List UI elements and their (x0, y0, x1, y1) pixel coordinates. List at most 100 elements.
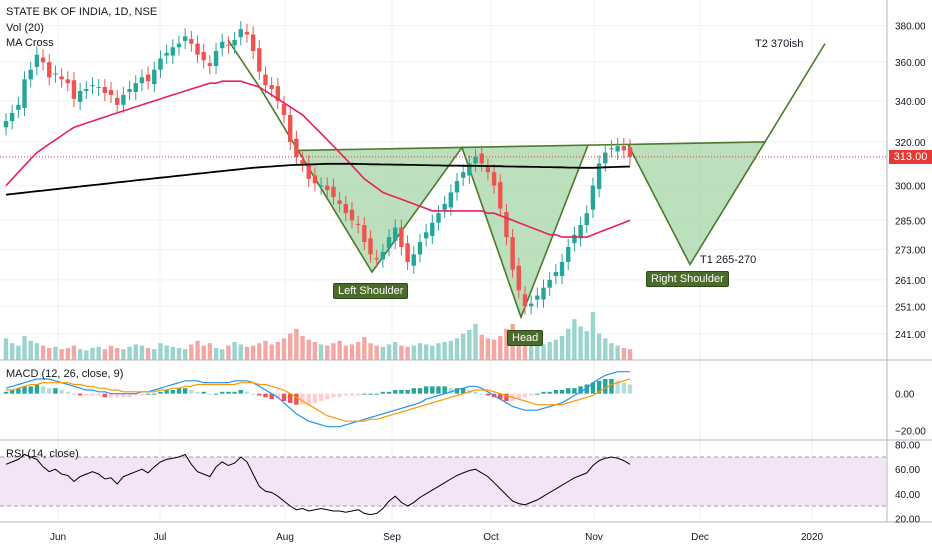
candle-body (448, 192, 454, 208)
volume-bar (71, 345, 77, 360)
volume-bar (201, 345, 206, 360)
macd-histogram-bar (603, 379, 608, 394)
candle-body (584, 213, 589, 226)
volume-bar (368, 343, 373, 360)
candle-body (442, 203, 447, 210)
volume-bar (423, 344, 429, 360)
volume-bar (176, 348, 182, 360)
volume-bar (578, 326, 583, 360)
volume-bar (300, 336, 305, 360)
macd-histogram-bar (170, 390, 176, 394)
candle-body (578, 225, 583, 239)
candle-body (498, 182, 503, 209)
candle-body (368, 238, 373, 255)
volume-bar (127, 346, 132, 360)
macd-histogram-bar (47, 388, 52, 394)
macd-histogram-bar (9, 390, 15, 394)
volume-bar (189, 344, 194, 360)
macd-histogram-bar (572, 388, 577, 394)
last-price-badge: 313.00 (889, 149, 932, 164)
candle-body (417, 242, 423, 255)
candle-body (281, 103, 287, 115)
macd-pane (3, 371, 633, 428)
price-tick-label: 320.00 (895, 138, 926, 149)
macd-histogram-bar (22, 386, 27, 394)
macd-histogram-bar (59, 390, 64, 394)
candle-body (590, 185, 596, 210)
candle-body (318, 185, 324, 187)
macd-histogram-bar (281, 393, 287, 401)
macd-histogram-bar (238, 390, 243, 394)
macd-histogram-bar (90, 393, 95, 396)
candle-body (213, 50, 219, 66)
candle-body (566, 246, 571, 262)
macd-histogram-bar (584, 384, 589, 394)
macd-histogram-bar (133, 393, 138, 396)
macd-histogram-bar (485, 393, 491, 396)
macd-tick-label: −20.00 (895, 426, 926, 437)
macd-histogram-bar (257, 393, 262, 396)
candle-body (541, 287, 546, 300)
macd-histogram-bar (77, 393, 83, 396)
macd-histogram-bar (84, 393, 89, 396)
volume-bar (522, 338, 528, 360)
macd-histogram-bar (374, 393, 379, 395)
volume-bar (362, 337, 367, 360)
time-tick-label: Jul (154, 532, 167, 543)
time-tick-label: Dec (691, 532, 709, 543)
candle-body (436, 213, 441, 223)
macd-histogram-bar (182, 388, 188, 394)
head-area (462, 145, 588, 318)
volume-bar (306, 339, 311, 360)
volume-bar (553, 339, 559, 360)
volume-bar (9, 343, 15, 360)
macd-histogram-bar (411, 388, 416, 394)
candle-body (460, 172, 466, 178)
price-tick-label: 285.00 (895, 216, 926, 227)
volume-bar (485, 338, 491, 360)
candle-body (3, 121, 9, 128)
time-tick-label: Aug (276, 532, 294, 543)
macd-histogram-bar (3, 391, 9, 394)
candle-body (399, 227, 404, 247)
volume-bar (609, 343, 614, 360)
volume-bar (325, 345, 330, 360)
candle-body (22, 79, 27, 108)
macd-histogram-bar (566, 388, 571, 394)
candle-body (596, 163, 602, 189)
macd-histogram-bar (176, 388, 182, 394)
macd-histogram-bar (442, 386, 447, 394)
volume-bar (590, 312, 596, 360)
price-tick-label: 380.00 (895, 22, 926, 33)
candle-body (275, 86, 281, 101)
macd-histogram-bar (448, 388, 454, 394)
volume-bar (498, 336, 503, 360)
candle-body (331, 186, 336, 197)
volume-bar (170, 346, 176, 360)
volume-bar (102, 349, 108, 360)
volume-bar (164, 345, 169, 360)
right-shoulder-area (628, 141, 765, 265)
signal-line (6, 378, 631, 422)
candle-body (226, 44, 231, 46)
candle-body (257, 48, 262, 72)
left-shoulder-area (298, 147, 462, 273)
candle-body (621, 146, 627, 151)
candle-body (263, 74, 268, 86)
rsi-tick-label: 20.00 (895, 514, 920, 525)
volume-bar (263, 340, 268, 360)
candle-body (164, 52, 169, 56)
left-shoulder-label: Left Shoulder (333, 283, 409, 299)
macd-histogram-bar (145, 393, 151, 395)
rsi-pane (0, 453, 886, 516)
candle-body (504, 212, 509, 238)
volume-bar (152, 349, 157, 360)
time-tick-label: Jun (50, 532, 66, 543)
candle-body (535, 295, 540, 300)
macd-histogram-bar (349, 393, 355, 396)
volume-bar (287, 333, 293, 360)
macd-histogram-bar (393, 390, 398, 394)
candle-body (250, 34, 256, 51)
macd-histogram-bar (355, 393, 361, 396)
